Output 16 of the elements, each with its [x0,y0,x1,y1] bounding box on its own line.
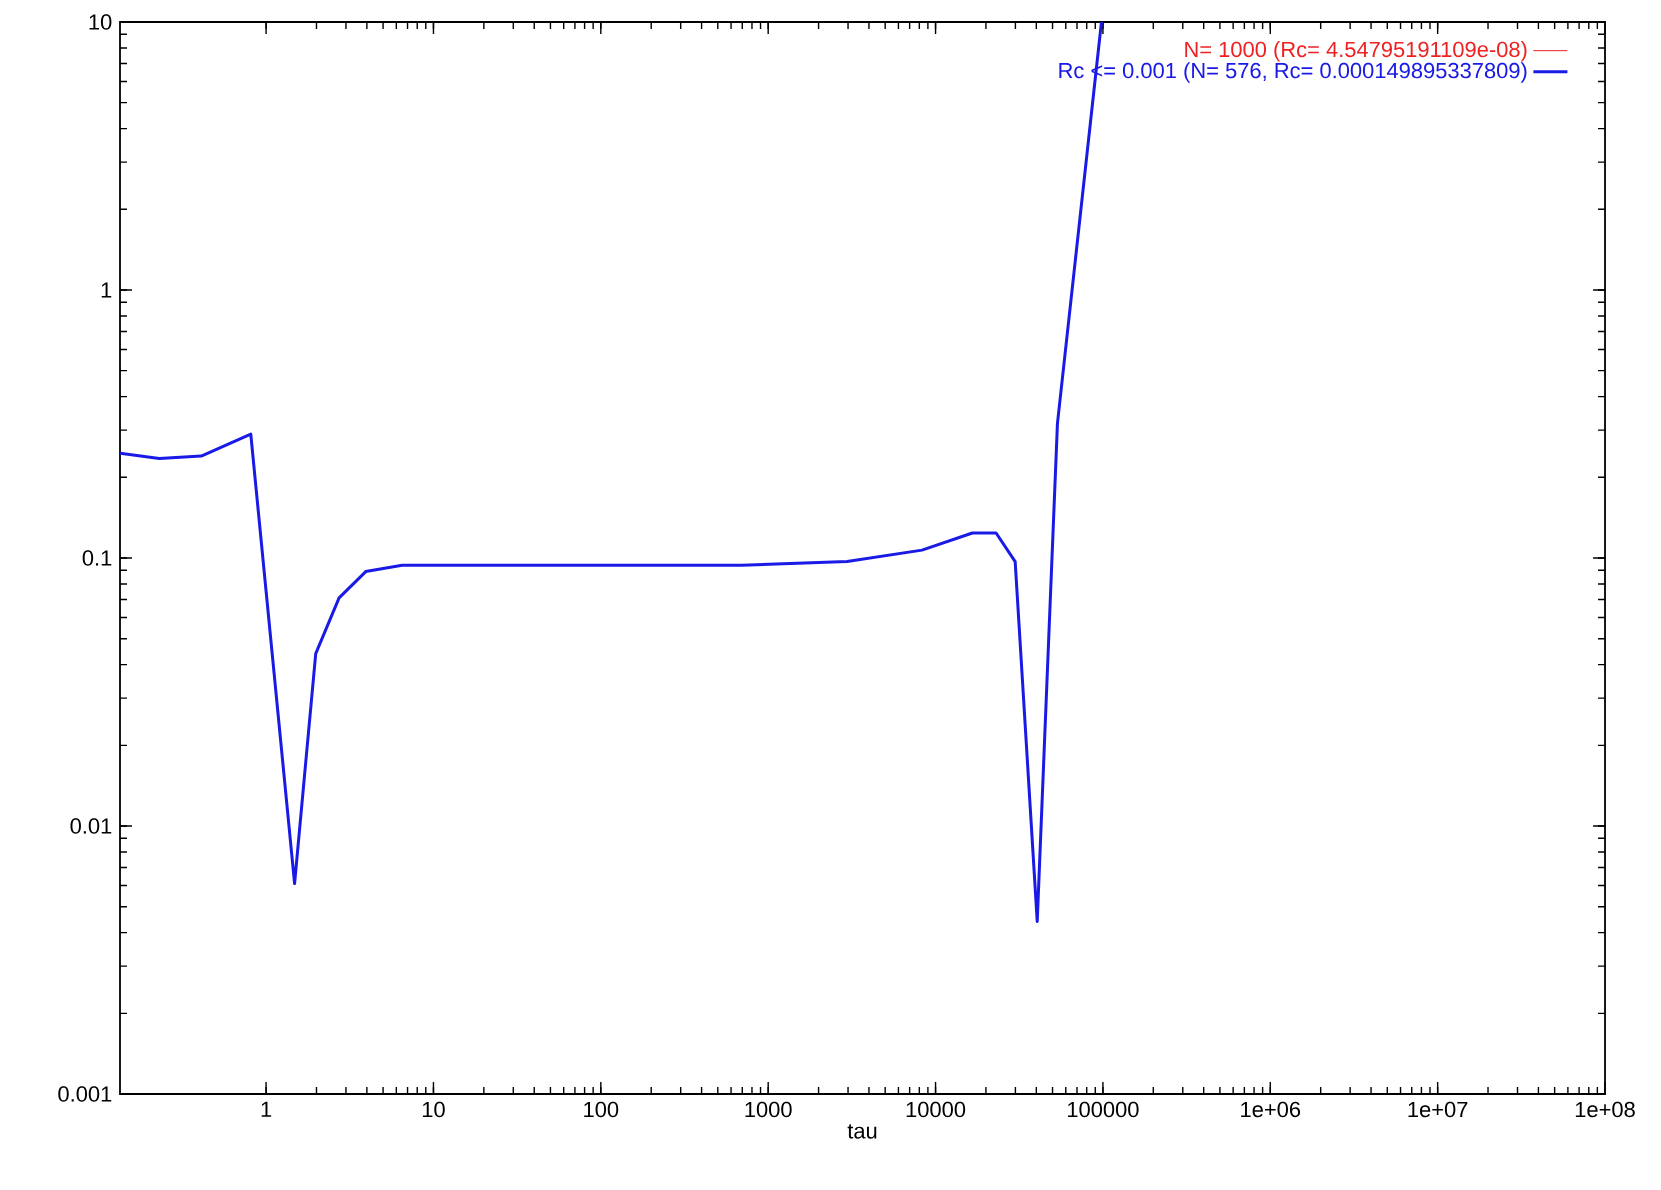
x-axis-title: tau [847,1124,877,1139]
y-tick-label: 0.1 [82,550,112,566]
x-tick-label: 100 [584,1101,619,1118]
x-tick-label: 10000 [906,1101,966,1118]
x-tick-label: 1e+08 [1575,1101,1635,1118]
x-tick-label: 1e+07 [1408,1101,1468,1118]
y-tick-label: 0.01 [70,818,112,834]
x-tick-label: 1000 [745,1101,792,1118]
x-tick-label: 10 [422,1101,445,1118]
x-tick-label: 100000 [1068,1101,1139,1118]
x-tick-label: 1 [261,1101,272,1117]
y-tick-label: 0.001 [58,1086,112,1102]
legend-label: N= 1000 (Rc= 4.54795191109e-08) [1185,41,1527,62]
x-tick-label: 1e+06 [1241,1101,1301,1118]
y-tick-label: 1 [101,282,112,298]
y-tick-label: 10 [89,14,112,30]
